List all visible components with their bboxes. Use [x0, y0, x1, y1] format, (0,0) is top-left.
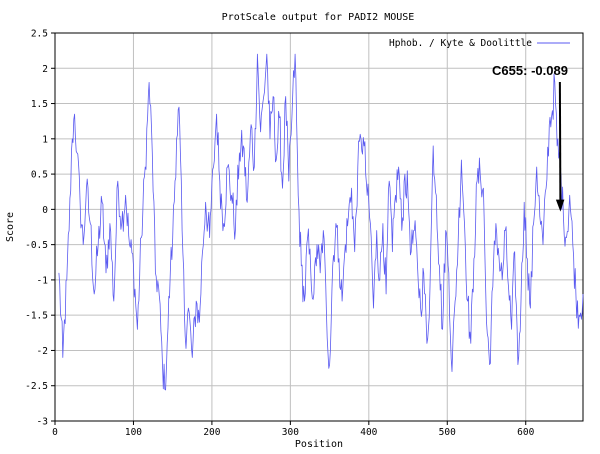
y-tick-label: 0.5 — [31, 170, 48, 181]
y-tick-label: 1.5 — [31, 99, 48, 110]
annotation-arrowhead — [555, 199, 565, 212]
x-tick-label: 300 — [282, 427, 299, 438]
annotation-arrow — [558, 81, 562, 202]
x-tick-label: 500 — [439, 427, 456, 438]
x-axis: 0 100 200 300 400 500 600 — [52, 421, 535, 438]
y-axis-label: Score — [5, 212, 16, 242]
legend-label: Hphob. / Kyte & Doolittle — [389, 38, 532, 49]
x-tick-label: 200 — [203, 427, 220, 438]
y-tick-label: 1 — [42, 134, 48, 145]
y-tick-label: -0.5 — [25, 240, 48, 251]
x-tick-label: 100 — [125, 427, 142, 438]
y-tick-label: -2.5 — [25, 381, 48, 392]
annotation-label: C655: -0.089 — [492, 63, 568, 78]
y-tick-label: -1 — [37, 275, 49, 286]
legend: Hphob. / Kyte & Doolittle — [389, 38, 570, 49]
x-axis-label: Position — [295, 439, 343, 450]
x-tick-label: 600 — [517, 427, 534, 438]
gridlines — [55, 33, 583, 421]
y-tick-label: 0 — [42, 205, 48, 216]
chart-title: ProtScale output for PADI2 MOUSE — [222, 12, 415, 23]
series-line-hydrophobicity — [58, 53, 584, 391]
y-axis: 2.5 2 1.5 1 0.5 0 -0.5 -1 -1.5 -2 -2.5 -3 — [25, 29, 55, 428]
y-tick-label: 2.5 — [31, 29, 48, 40]
x-tick-label: 400 — [360, 427, 377, 438]
y-tick-label: -2 — [37, 346, 48, 357]
plot-frame — [54, 32, 584, 422]
y-tick-label: -3 — [37, 417, 48, 428]
y-tick-label: -1.5 — [25, 311, 48, 322]
annotation: C655: -0.089 — [492, 63, 568, 212]
x-tick-label: 0 — [52, 427, 58, 438]
y-tick-label: 2 — [42, 64, 48, 75]
